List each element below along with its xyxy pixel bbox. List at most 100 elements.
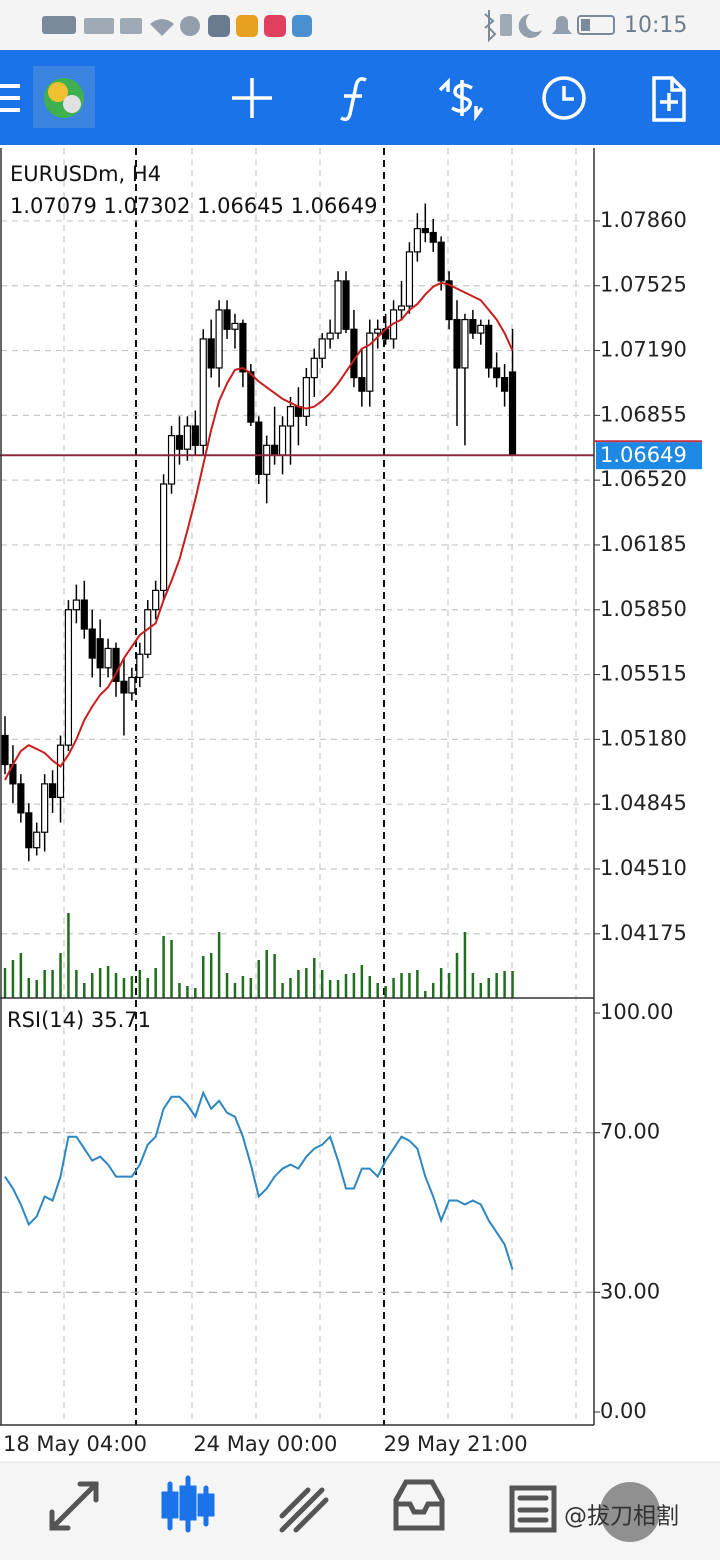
ohlc-close: 1.06649 <box>291 194 378 218</box>
candle-body <box>453 318 461 369</box>
y-tick-label: 70.00 <box>600 1120 660 1144</box>
candle-body <box>183 425 191 450</box>
candle-body <box>199 338 207 446</box>
crosshair-button[interactable] <box>232 78 272 118</box>
moving-average <box>4 281 514 781</box>
nav-history[interactable] <box>393 1479 445 1531</box>
candle-body <box>445 280 453 321</box>
candle-body <box>493 367 501 379</box>
candle-body <box>167 435 176 485</box>
candle-body <box>350 328 358 379</box>
candle-body <box>485 324 493 369</box>
candle-body <box>374 328 382 334</box>
ohlc-header: 1.07079 1.07302 1.06645 1.06649 <box>10 194 377 218</box>
y-tick-label: 1.07860 <box>600 208 687 232</box>
candle-body <box>48 783 57 798</box>
candle-body <box>413 228 421 253</box>
candle-body <box>247 371 255 423</box>
candle-body <box>120 680 128 694</box>
candle-body <box>96 638 104 669</box>
rsi-name: RSI(14) <box>7 1008 84 1032</box>
y-tick-label: 1.07190 <box>600 338 687 362</box>
watermark-badge <box>600 1482 660 1542</box>
candle-body <box>223 309 231 330</box>
candle-body <box>207 338 215 369</box>
candle-body <box>175 435 184 450</box>
y-tick-label: 30.00 <box>600 1279 660 1303</box>
nav-news[interactable] <box>509 1485 557 1533</box>
candle-body <box>64 609 73 746</box>
ohlc-open: 1.07079 <box>10 194 97 218</box>
y-tick-label: 1.05180 <box>600 726 687 750</box>
candle-body <box>72 599 80 611</box>
bottom-nav <box>0 1462 720 1560</box>
price-box <box>596 442 702 470</box>
app-logo[interactable] <box>33 66 95 128</box>
indicators-button[interactable] <box>340 77 367 122</box>
nav-quotes[interactable] <box>49 1481 99 1531</box>
y-tick-label: 0.00 <box>600 1399 647 1423</box>
period-separators <box>135 148 385 1425</box>
candle-body <box>191 425 199 446</box>
candle-body <box>263 444 271 475</box>
price-box-label: 1.06649 <box>600 443 687 467</box>
candle-body <box>342 280 350 330</box>
candle-body <box>112 647 120 682</box>
candle-body <box>255 421 263 475</box>
candle-body <box>429 231 437 243</box>
candle-body <box>358 377 366 392</box>
rsi-line <box>4 1090 514 1270</box>
y-tick-label: 1.06185 <box>600 532 687 556</box>
candle-body <box>500 377 509 392</box>
candle-body <box>104 647 112 669</box>
candle-body <box>366 332 374 392</box>
ohlc-high: 1.07302 <box>104 194 191 218</box>
y-tick-label: 1.04845 <box>600 791 687 815</box>
new-order-button[interactable] <box>652 76 686 122</box>
candle-body <box>326 332 334 340</box>
candle-body <box>405 251 414 307</box>
candle-body <box>1 734 9 766</box>
candle-body <box>41 783 49 833</box>
y-tick-label: 100.00 <box>600 1000 673 1024</box>
x-tick-label: 29 May 21:00 <box>384 1432 528 1456</box>
rsi-header: RSI(14) 35.71 <box>7 1008 151 1032</box>
candle-body <box>334 280 342 334</box>
y-tick-label: 1.05515 <box>600 662 687 686</box>
candle-body <box>88 628 96 659</box>
candle-body <box>56 744 65 798</box>
candle-body <box>302 377 310 417</box>
candle-body <box>461 318 469 369</box>
candle-body <box>80 599 88 630</box>
chart-area[interactable] <box>0 145 720 1462</box>
rsi-value: 35.71 <box>91 1008 151 1032</box>
chart-symbol: EURUSDm, H4 <box>10 162 161 186</box>
candle-body <box>25 812 33 849</box>
status-icons <box>42 10 615 43</box>
candle-body <box>144 609 152 655</box>
candle-body <box>160 483 168 592</box>
candle-body <box>17 783 25 814</box>
timeframe-button[interactable] <box>542 76 586 120</box>
nav-chart[interactable] <box>161 1475 215 1533</box>
candle-body <box>469 318 477 334</box>
candle-body <box>231 322 239 330</box>
candle-body <box>278 425 287 456</box>
y-tick-label: 1.04510 <box>600 856 687 880</box>
candle-body <box>421 228 429 234</box>
candle-body <box>239 322 247 373</box>
candle-body <box>310 357 318 379</box>
y-tick-label: 1.06520 <box>600 467 687 491</box>
x-tick-label: 24 May 00:00 <box>193 1432 337 1456</box>
nav-trade[interactable] <box>279 1487 329 1533</box>
trade-button[interactable] <box>438 77 484 122</box>
status-time: 10:15 <box>624 13 687 38</box>
candle-body <box>128 676 136 694</box>
menu-button[interactable] <box>0 84 20 112</box>
y-tick-label: 1.04175 <box>600 921 687 945</box>
y-tick-label: 1.07525 <box>600 273 687 297</box>
candle-body <box>271 444 279 456</box>
chart-frame <box>0 148 595 1426</box>
candle-body <box>437 241 445 282</box>
candle-body <box>152 589 160 611</box>
